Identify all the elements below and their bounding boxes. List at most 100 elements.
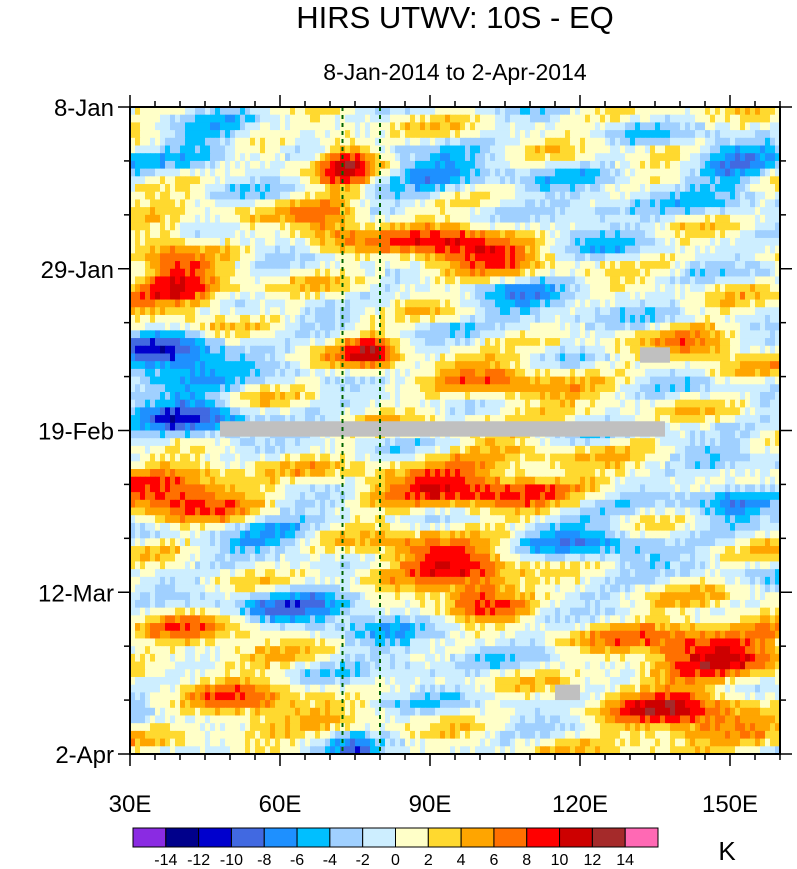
field-cell	[695, 261, 701, 270]
field-cell	[310, 214, 316, 224]
field-cell	[500, 222, 506, 231]
field-cell	[390, 214, 396, 224]
field-cell	[575, 376, 581, 385]
field-cell	[505, 176, 511, 185]
field-cell	[400, 307, 406, 316]
field-cell	[375, 384, 381, 393]
field-cell	[660, 376, 666, 385]
field-cell	[330, 114, 336, 123]
field-cell	[660, 330, 666, 339]
field-cell	[395, 130, 401, 139]
field-cell	[465, 122, 471, 131]
field-cell	[500, 291, 506, 301]
field-cell	[225, 268, 231, 278]
field-cell	[445, 176, 451, 185]
field-cell	[145, 284, 151, 293]
field-cell	[605, 322, 611, 331]
field-cell	[320, 276, 326, 285]
field-cell	[245, 353, 251, 362]
field-cell	[720, 160, 726, 170]
field-cell	[640, 268, 646, 278]
field-cell	[615, 153, 621, 162]
field-cell	[640, 130, 646, 139]
field-cell	[250, 284, 256, 293]
field-cell	[765, 114, 771, 123]
field-cell	[215, 214, 221, 224]
field-cell	[660, 145, 666, 154]
field-cell	[575, 268, 581, 278]
field-cell	[515, 207, 521, 216]
field-cell	[330, 253, 336, 262]
field-cell	[715, 253, 721, 262]
field-cell	[720, 137, 726, 147]
field-cell	[705, 253, 711, 262]
field-cell	[435, 268, 441, 278]
field-cell	[495, 114, 501, 123]
field-cell	[510, 130, 516, 139]
field-cell	[495, 214, 501, 224]
field-cell	[600, 376, 606, 385]
field-cell	[240, 291, 246, 301]
field-cell	[140, 122, 146, 131]
field-cell	[735, 253, 741, 262]
field-cell	[195, 130, 201, 139]
field-cell	[275, 191, 281, 201]
field-cell	[605, 361, 611, 370]
field-cell	[220, 338, 226, 347]
field-cell	[365, 122, 371, 131]
field-cell	[675, 376, 681, 385]
field-cell	[140, 237, 146, 247]
field-cell	[530, 237, 536, 247]
field-cell	[555, 314, 561, 324]
field-cell	[615, 137, 621, 147]
field-cell	[295, 314, 301, 324]
field-cell	[660, 214, 666, 224]
field-cell	[645, 130, 651, 139]
field-cell	[720, 245, 726, 254]
field-cell	[765, 314, 771, 324]
field-cell	[325, 314, 331, 324]
field-cell	[435, 191, 441, 201]
field-cell	[500, 276, 506, 285]
field-cell	[750, 361, 756, 370]
field-cell	[300, 268, 306, 278]
field-cell	[565, 338, 571, 347]
field-cell	[595, 299, 601, 308]
field-cell	[775, 199, 781, 208]
field-cell	[395, 368, 401, 378]
field-cell	[630, 184, 636, 193]
field-cell	[575, 345, 581, 355]
field-cell	[230, 345, 236, 355]
field-cell	[540, 237, 546, 247]
field-cell	[740, 253, 746, 262]
field-cell	[170, 368, 176, 378]
field-cell	[335, 345, 341, 355]
field-cell	[630, 284, 636, 293]
field-cell	[610, 145, 616, 154]
field-cell	[600, 276, 606, 285]
field-cell	[525, 307, 531, 316]
field-cell	[670, 253, 676, 262]
field-cell	[475, 314, 481, 324]
field-cell	[595, 130, 601, 139]
field-cell	[610, 368, 616, 378]
field-cell	[520, 368, 526, 378]
field-cell	[535, 168, 541, 177]
field-cell	[770, 137, 776, 147]
field-cell	[595, 307, 601, 316]
field-cell	[675, 268, 681, 278]
field-cell	[350, 384, 356, 393]
field-cell	[750, 237, 756, 247]
field-cell	[650, 230, 656, 239]
field-cell	[680, 384, 686, 393]
field-cell	[205, 122, 211, 131]
field-cell	[715, 122, 721, 131]
field-cell	[155, 230, 161, 239]
field-cell	[565, 291, 571, 301]
field-cell	[235, 284, 241, 293]
field-cell	[285, 391, 291, 401]
field-cell	[475, 214, 481, 224]
field-cell	[165, 353, 171, 362]
field-cell	[180, 214, 186, 224]
field-cell	[185, 145, 191, 154]
